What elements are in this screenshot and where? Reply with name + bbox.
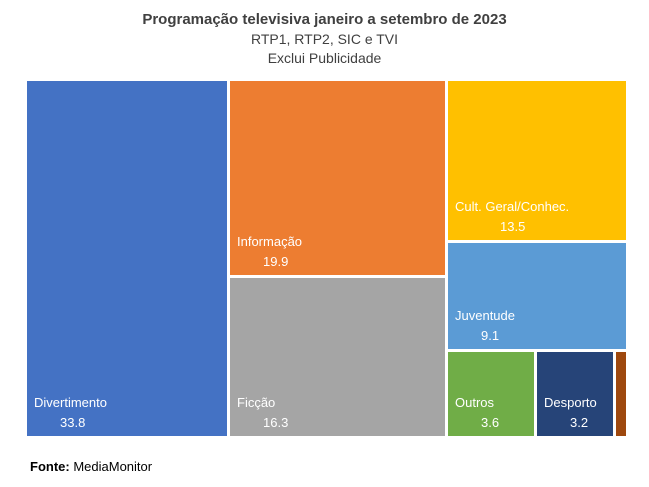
- tile-label: Juventude: [455, 308, 515, 323]
- tile-value: 3.6: [481, 415, 500, 430]
- treemap-tile-unlabeled: [614, 350, 628, 438]
- chart-titles: Programação televisiva janeiro a setembr…: [0, 10, 649, 68]
- treemap-tile-informa-o: Informação 19.9: [228, 79, 447, 277]
- treemap-tile-desporto: Desporto 3.2: [535, 350, 615, 438]
- treemap-tile-juventude: Juventude 9.1: [446, 241, 628, 351]
- tile-label: Cult. Geral/Conhec.: [455, 199, 570, 214]
- source-label: Fonte:: [30, 459, 70, 474]
- treemap-tile-outros: Outros 3.6: [446, 350, 536, 438]
- treemap-tile-cult-geral-conhec-: Cult. Geral/Conhec. 13.5: [446, 79, 628, 242]
- treemap-tile-fic-o: Ficção 16.3: [228, 276, 447, 438]
- tile-label: Desporto: [544, 395, 597, 410]
- tile-value: 13.5: [500, 219, 526, 234]
- source-note: Fonte: MediaMonitor: [30, 459, 152, 474]
- tile-value: 16.3: [263, 415, 289, 430]
- tile-value: 9.1: [481, 328, 500, 343]
- tile-value: 3.2: [570, 415, 589, 430]
- tile-value: 19.9: [263, 254, 289, 269]
- chart-title: Programação televisiva janeiro a setembr…: [142, 11, 507, 28]
- tile-value: 33.8: [60, 415, 86, 430]
- tile-label: Informação: [237, 234, 303, 249]
- tile-label: Divertimento: [34, 395, 107, 410]
- tile-label: Outros: [455, 395, 495, 410]
- chart-subtitle-2: Exclui Publicidade: [267, 50, 382, 66]
- treemap-tile-divertimento: Divertimento 33.8: [25, 79, 229, 438]
- source-text: MediaMonitor: [73, 459, 153, 474]
- tile-label: Ficção: [237, 395, 276, 410]
- chart-subtitle-1: RTP1, RTP2, SIC e TVI: [250, 31, 399, 47]
